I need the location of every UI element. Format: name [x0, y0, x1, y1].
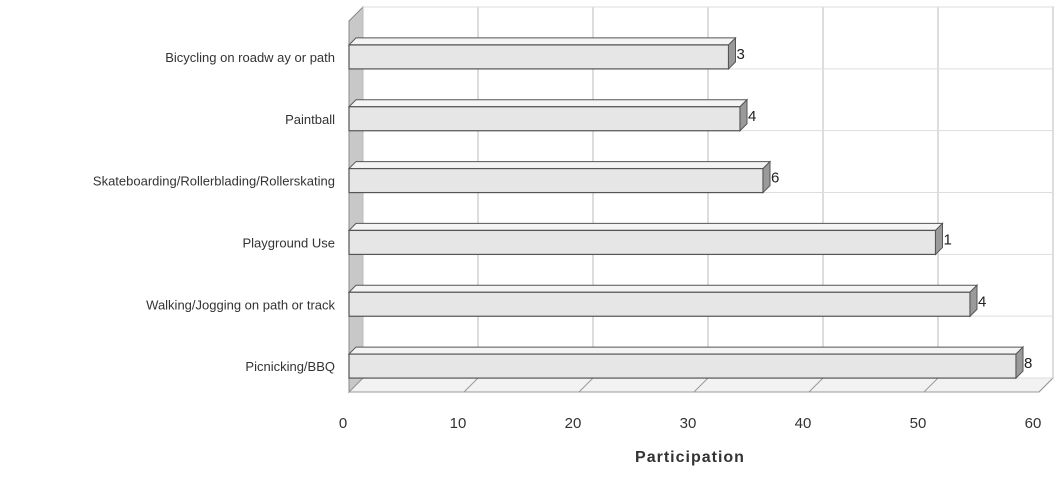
x-axis-title: Participation	[635, 449, 745, 466]
bar-top-face	[347, 222, 944, 231]
bar	[348, 229, 937, 256]
bar	[348, 44, 730, 70]
floor-gridline	[348, 377, 364, 393]
floor-gridline	[463, 377, 479, 393]
category-label: Playground Use	[243, 235, 336, 250]
floor-gridline	[923, 377, 939, 393]
bar-end-face	[762, 160, 771, 194]
data-label: 8	[1024, 355, 1032, 372]
floor-gridline	[808, 377, 824, 393]
bar-end-face	[1015, 345, 1024, 380]
data-label: 4	[978, 293, 986, 310]
x-tick-label: 10	[450, 415, 467, 432]
x-tick-label: 40	[795, 415, 812, 432]
floor-gridline	[578, 377, 594, 393]
bars	[347, 36, 1025, 380]
bar-end-face	[969, 284, 978, 318]
bar-end-face	[739, 98, 748, 132]
data-label: 3	[737, 46, 745, 63]
bar-end-face	[935, 222, 943, 256]
category-label: Paintball	[285, 112, 335, 127]
category-label: Walking/Jogging on path or track	[146, 297, 335, 312]
bar-top-face	[347, 346, 1025, 355]
floor-gridline	[1038, 377, 1054, 393]
category-label: Bicycling on roadw ay or path	[165, 50, 335, 65]
bar-top-face	[347, 99, 749, 108]
x-tick-label: 30	[680, 415, 697, 432]
data-label: 4	[748, 108, 756, 125]
bar	[348, 167, 764, 194]
floor-gridline	[693, 377, 709, 393]
bar-top-face	[347, 161, 772, 170]
x-tick-labels: 0 10 20 30 40 50 60	[339, 415, 1042, 432]
bar	[348, 291, 971, 317]
x-tick-label: 20	[565, 415, 582, 432]
bar-end-face	[728, 36, 736, 71]
bar	[348, 353, 1017, 379]
x-tick-label: 0	[339, 415, 347, 432]
bar-top-face	[347, 284, 979, 293]
bar	[348, 106, 741, 132]
data-labels: 3 4 6 1 4 8	[737, 46, 1033, 372]
x-tick-label: 50	[910, 415, 927, 432]
data-label: 6	[771, 170, 779, 187]
x-tick-label: 60	[1025, 415, 1042, 432]
category-label: Picnicking/BBQ	[245, 359, 335, 374]
category-labels: Bicycling on roadw ay or path Paintball Sk…	[93, 50, 336, 374]
category-label: Skateboarding/Rollerblading/Rollerskatin…	[93, 174, 335, 189]
data-label: 1	[944, 231, 952, 248]
bar-top-face	[347, 37, 737, 46]
